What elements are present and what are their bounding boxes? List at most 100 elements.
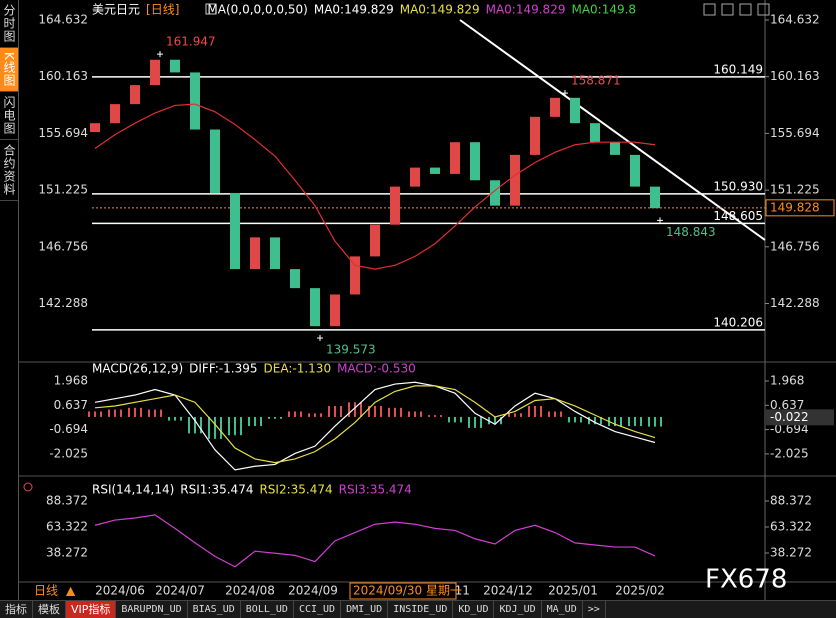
x-tick-label: 2024/07: [155, 584, 205, 598]
candle-body: [370, 224, 380, 257]
y-tick-label: 38.272: [770, 545, 812, 559]
legend-item: MA0:149.8: [571, 3, 636, 17]
extreme-marker: [562, 90, 568, 97]
y-tick-label-left: 164.632: [38, 12, 88, 26]
legend-item: RSI2:35.474: [259, 483, 332, 497]
candle-body: [130, 85, 140, 105]
settings-icon[interactable]: [205, 3, 217, 15]
toolbar-item[interactable]: BIAS_UD: [188, 601, 241, 618]
extreme-marker: [657, 217, 663, 224]
y-tick-label: 142.288: [770, 296, 820, 310]
candle-body: [410, 167, 420, 187]
candle-body: [90, 123, 100, 133]
current-price-label: 149.828: [770, 200, 820, 214]
toolbar-item[interactable]: INSIDE_UD: [388, 601, 454, 618]
series-line: [94, 514, 656, 568]
series-line: [94, 381, 656, 471]
toolbar-item[interactable]: VIP指标: [66, 601, 117, 618]
legend-item: MA0:149.829: [314, 3, 394, 17]
y-tick-label-left: -0.694: [49, 422, 88, 436]
candle-body: [390, 186, 400, 225]
legend-item: RSI(14,14,14): [92, 483, 174, 497]
x-tick-label: 2024/09: [288, 584, 338, 598]
toolbar-item[interactable]: MA_UD: [542, 601, 583, 618]
candle-body: [450, 142, 460, 174]
candle-body: [530, 116, 540, 155]
period-label[interactable]: 日线: [34, 584, 58, 598]
toolbar-item[interactable]: KD_UD: [453, 601, 495, 618]
legend-item: MA0:149.829: [486, 3, 566, 17]
cursor-date: 2024/09/30 星期一: [353, 584, 462, 598]
y-tick-label: -0.694: [770, 422, 809, 436]
legend-item: RSI3:35.474: [339, 483, 412, 497]
candle-body: [430, 167, 440, 174]
extreme-label: 161.947: [166, 35, 216, 49]
window-icons[interactable]: [703, 3, 770, 16]
toolbar-item[interactable]: BARUPDN_UD: [116, 601, 188, 618]
toolbar-item[interactable]: KDJ_UD: [494, 601, 542, 618]
x-tick-label: 2024/06: [95, 584, 145, 598]
legend-item: MACD:-0.530: [337, 362, 416, 376]
period-arrow[interactable]: ▲: [66, 584, 76, 598]
y-tick-label: 63.322: [770, 519, 812, 533]
sidebar-item[interactable]: 合约资料: [0, 140, 18, 201]
candle-body: [270, 237, 280, 270]
candle-body: [510, 154, 520, 206]
y-tick-label-left: 146.756: [38, 239, 88, 253]
y-tick-label: 0.637: [770, 398, 804, 412]
series-line: [94, 385, 656, 464]
candle-body: [490, 180, 500, 206]
x-tick-label: 2025/01: [548, 584, 598, 598]
legend-item: MACD(26,12,9): [92, 362, 183, 376]
extreme-marker: [317, 334, 323, 341]
y-tick-label: 146.756: [770, 239, 820, 253]
y-tick-label-left: 1.968: [54, 374, 88, 388]
toolbar-item[interactable]: >>: [583, 601, 606, 618]
y-tick-label: 164.632: [770, 12, 820, 26]
toolbar-item[interactable]: CCI_UD: [294, 601, 342, 618]
candle-body: [210, 129, 220, 193]
y-tick-label: 155.694: [770, 126, 820, 140]
candle-body: [630, 154, 640, 187]
current-price-box: [765, 199, 835, 217]
extreme-label: 139.573: [326, 342, 376, 356]
legend-item: DEA:-1.130: [264, 362, 332, 376]
toolbar-item[interactable]: BOLL_UD: [241, 601, 294, 618]
candle-body: [310, 288, 320, 327]
sidebar: 分时图 K线图 闪电图 合约资料: [0, 0, 19, 600]
candle-body: [230, 192, 240, 270]
y-tick-label-left: -2.025: [49, 446, 88, 460]
candle-body: [590, 123, 600, 143]
candle-body: [290, 269, 300, 289]
candle-body: [470, 142, 480, 181]
legend-item: MA0:149.829: [400, 3, 480, 17]
y-tick-label-left: 88.372: [46, 493, 88, 507]
toolbar-item[interactable]: 模板: [33, 601, 66, 618]
candle-body: [190, 72, 200, 130]
sidebar-item[interactable]: K线图: [0, 48, 18, 92]
extreme-label: 148.843: [666, 225, 716, 239]
sidebar-item[interactable]: 分时图: [0, 0, 18, 48]
y-tick-label-left: 63.322: [46, 519, 88, 533]
toolbar-item[interactable]: DMI_UD: [341, 601, 389, 618]
y-tick-label: 151.225: [770, 183, 820, 197]
x-tick-label: 2024/08: [225, 584, 275, 598]
legend-item: MA(0,0,0,0,0,50): [207, 3, 307, 17]
level-label: 148.605: [713, 209, 763, 223]
legend-item: [日线]: [146, 3, 179, 17]
candle-body: [170, 59, 180, 73]
candle-body: [350, 256, 360, 295]
y-tick-label: 88.372: [770, 493, 812, 507]
x-tick-label: 2024/12: [483, 584, 533, 598]
current-box: [766, 409, 834, 426]
current-label: -0.022: [770, 410, 809, 424]
sidebar-item[interactable]: 闪电图: [0, 92, 18, 140]
indicator-icon[interactable]: [23, 482, 33, 492]
legend-item: DIFF:-1.395: [189, 362, 257, 376]
chart: 日线 ▲ 164.632 164.632 160.163 160.163 155.694…: [18, 0, 836, 600]
toolbar-item[interactable]: 指标: [0, 601, 33, 618]
y-tick-label-left: 151.225: [38, 183, 88, 197]
toolbar: 指标 模板 VIP指标 BARUPDN_UD BIAS_UD BOLL_UD CCI_UD D…: [0, 600, 836, 618]
y-tick-label-left: 160.163: [38, 69, 88, 83]
